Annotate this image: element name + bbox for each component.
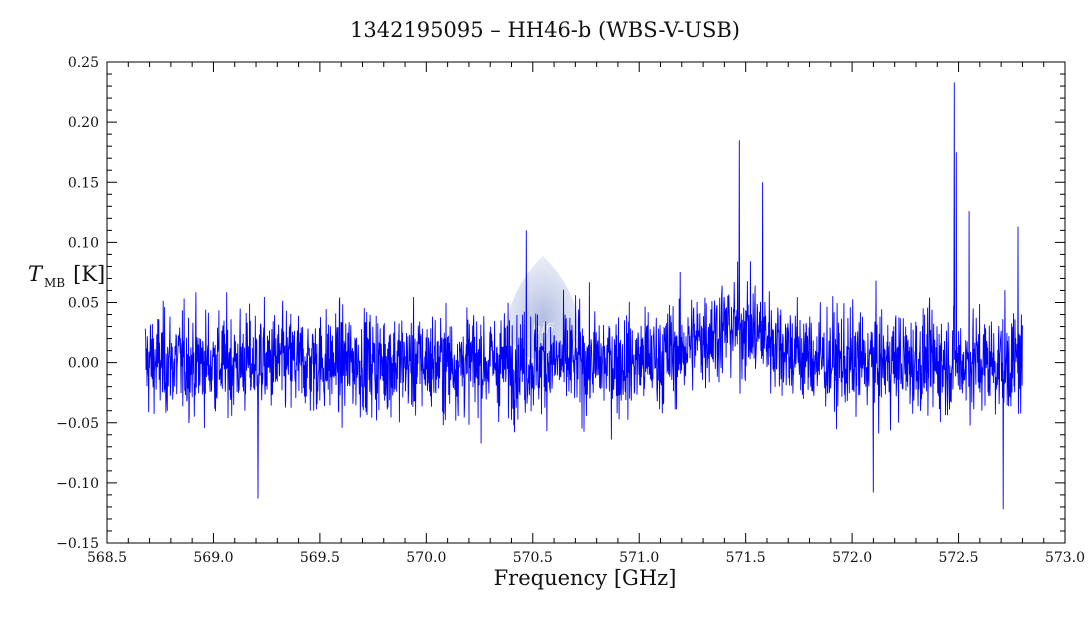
x-axis-label: Frequency [GHz] xyxy=(493,566,677,590)
x-tick-label: 571.5 xyxy=(726,550,766,566)
x-tick-label: 571.0 xyxy=(619,550,659,566)
x-tick-label: 570.0 xyxy=(406,550,446,566)
x-tick-label: 569.0 xyxy=(193,550,233,566)
y-tick-label: −0.10 xyxy=(56,476,99,492)
y-axis-symbol: T xyxy=(28,262,43,286)
x-tick-label: 572.5 xyxy=(939,550,979,566)
y-tick-label: 0.00 xyxy=(68,356,99,372)
watermark-drop xyxy=(508,256,578,360)
x-tick-label: 569.5 xyxy=(300,550,340,566)
y-tick-label: 0.25 xyxy=(68,55,99,71)
x-tick-label: 570.5 xyxy=(513,550,553,566)
x-tick-label: 568.5 xyxy=(87,550,127,566)
y-tick-label: −0.15 xyxy=(56,536,99,552)
chart-title: 1342195095 – HH46-b (WBS-V-USB) xyxy=(350,18,740,42)
spectrum-line xyxy=(144,82,1023,510)
x-tick-label: 572.0 xyxy=(832,550,872,566)
y-axis-unit: [K] xyxy=(73,262,106,286)
y-axis-subscript: MB xyxy=(44,276,66,290)
x-tick-label: 573.0 xyxy=(1045,550,1085,566)
y-tick-label: 0.15 xyxy=(68,175,99,191)
y-tick-label: 0.20 xyxy=(68,115,99,131)
axis-ticks: 568.5 569.0 569.5 570.0 570.5 571.0 571.5 572.0… xyxy=(56,55,1085,566)
y-tick-label: −0.05 xyxy=(56,416,99,432)
spectrum-series xyxy=(144,82,1023,510)
plot-frame xyxy=(106,61,1066,544)
y-axis-label: T MB [K] xyxy=(28,262,106,290)
y-tick-label: 0.10 xyxy=(68,235,99,251)
y-tick-label: 0.05 xyxy=(68,296,99,312)
